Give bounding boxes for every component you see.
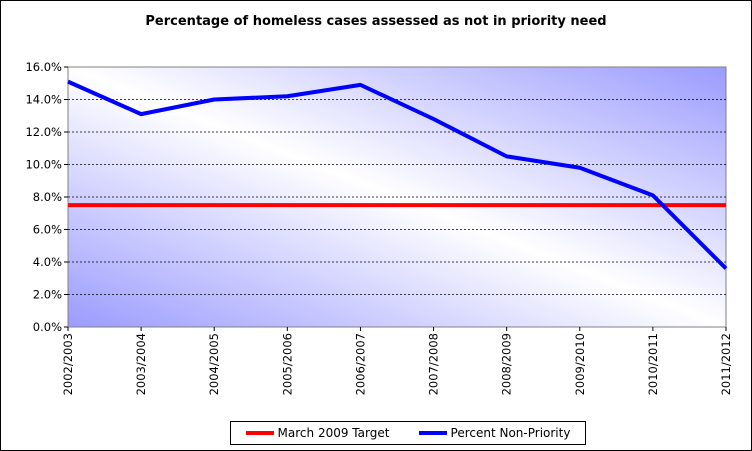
y-tick-label: 8.0% [33, 190, 62, 204]
x-tick-label: 2011/2012 [719, 333, 733, 395]
series-line-non-priority [67, 79, 728, 270]
y-tick-label: 2.0% [33, 288, 62, 302]
x-tick-label: 2004/2005 [207, 333, 221, 395]
x-tick-label: 2007/2008 [427, 333, 441, 395]
legend-label-target: March 2009 Target [277, 426, 390, 440]
legend: March 2009 Target Percent Non-Priority [230, 421, 586, 445]
chart-title: Percentage of homeless cases assessed as… [145, 14, 607, 29]
x-tick-label: 2005/2006 [280, 333, 294, 395]
x-tick-label: 2009/2010 [573, 333, 587, 395]
legend-item-target: March 2009 Target [245, 426, 390, 440]
y-tick-label: 14.0% [25, 93, 62, 107]
legend-swatch-target [245, 431, 274, 435]
x-tick-label: 2003/2004 [134, 333, 148, 395]
x-tick-label: 2010/2011 [646, 333, 660, 395]
y-tick-label: 6.0% [33, 223, 62, 237]
legend-item-non-priority: Percent Non-Priority [418, 426, 571, 440]
x-tick-label: 2008/2009 [500, 333, 514, 395]
y-tick-label: 0.0% [33, 320, 62, 334]
legend-label-non-priority: Percent Non-Priority [450, 426, 571, 440]
y-tick-label: 4.0% [33, 255, 62, 269]
legend-swatch-non-priority [418, 431, 447, 435]
x-tick-label: 2006/2007 [353, 333, 367, 395]
y-tick-label: 10.0% [25, 158, 62, 172]
y-tick-label: 16.0% [25, 60, 62, 74]
x-tick-label: 2002/2003 [61, 333, 75, 395]
y-tick-label: 12.0% [25, 125, 62, 139]
